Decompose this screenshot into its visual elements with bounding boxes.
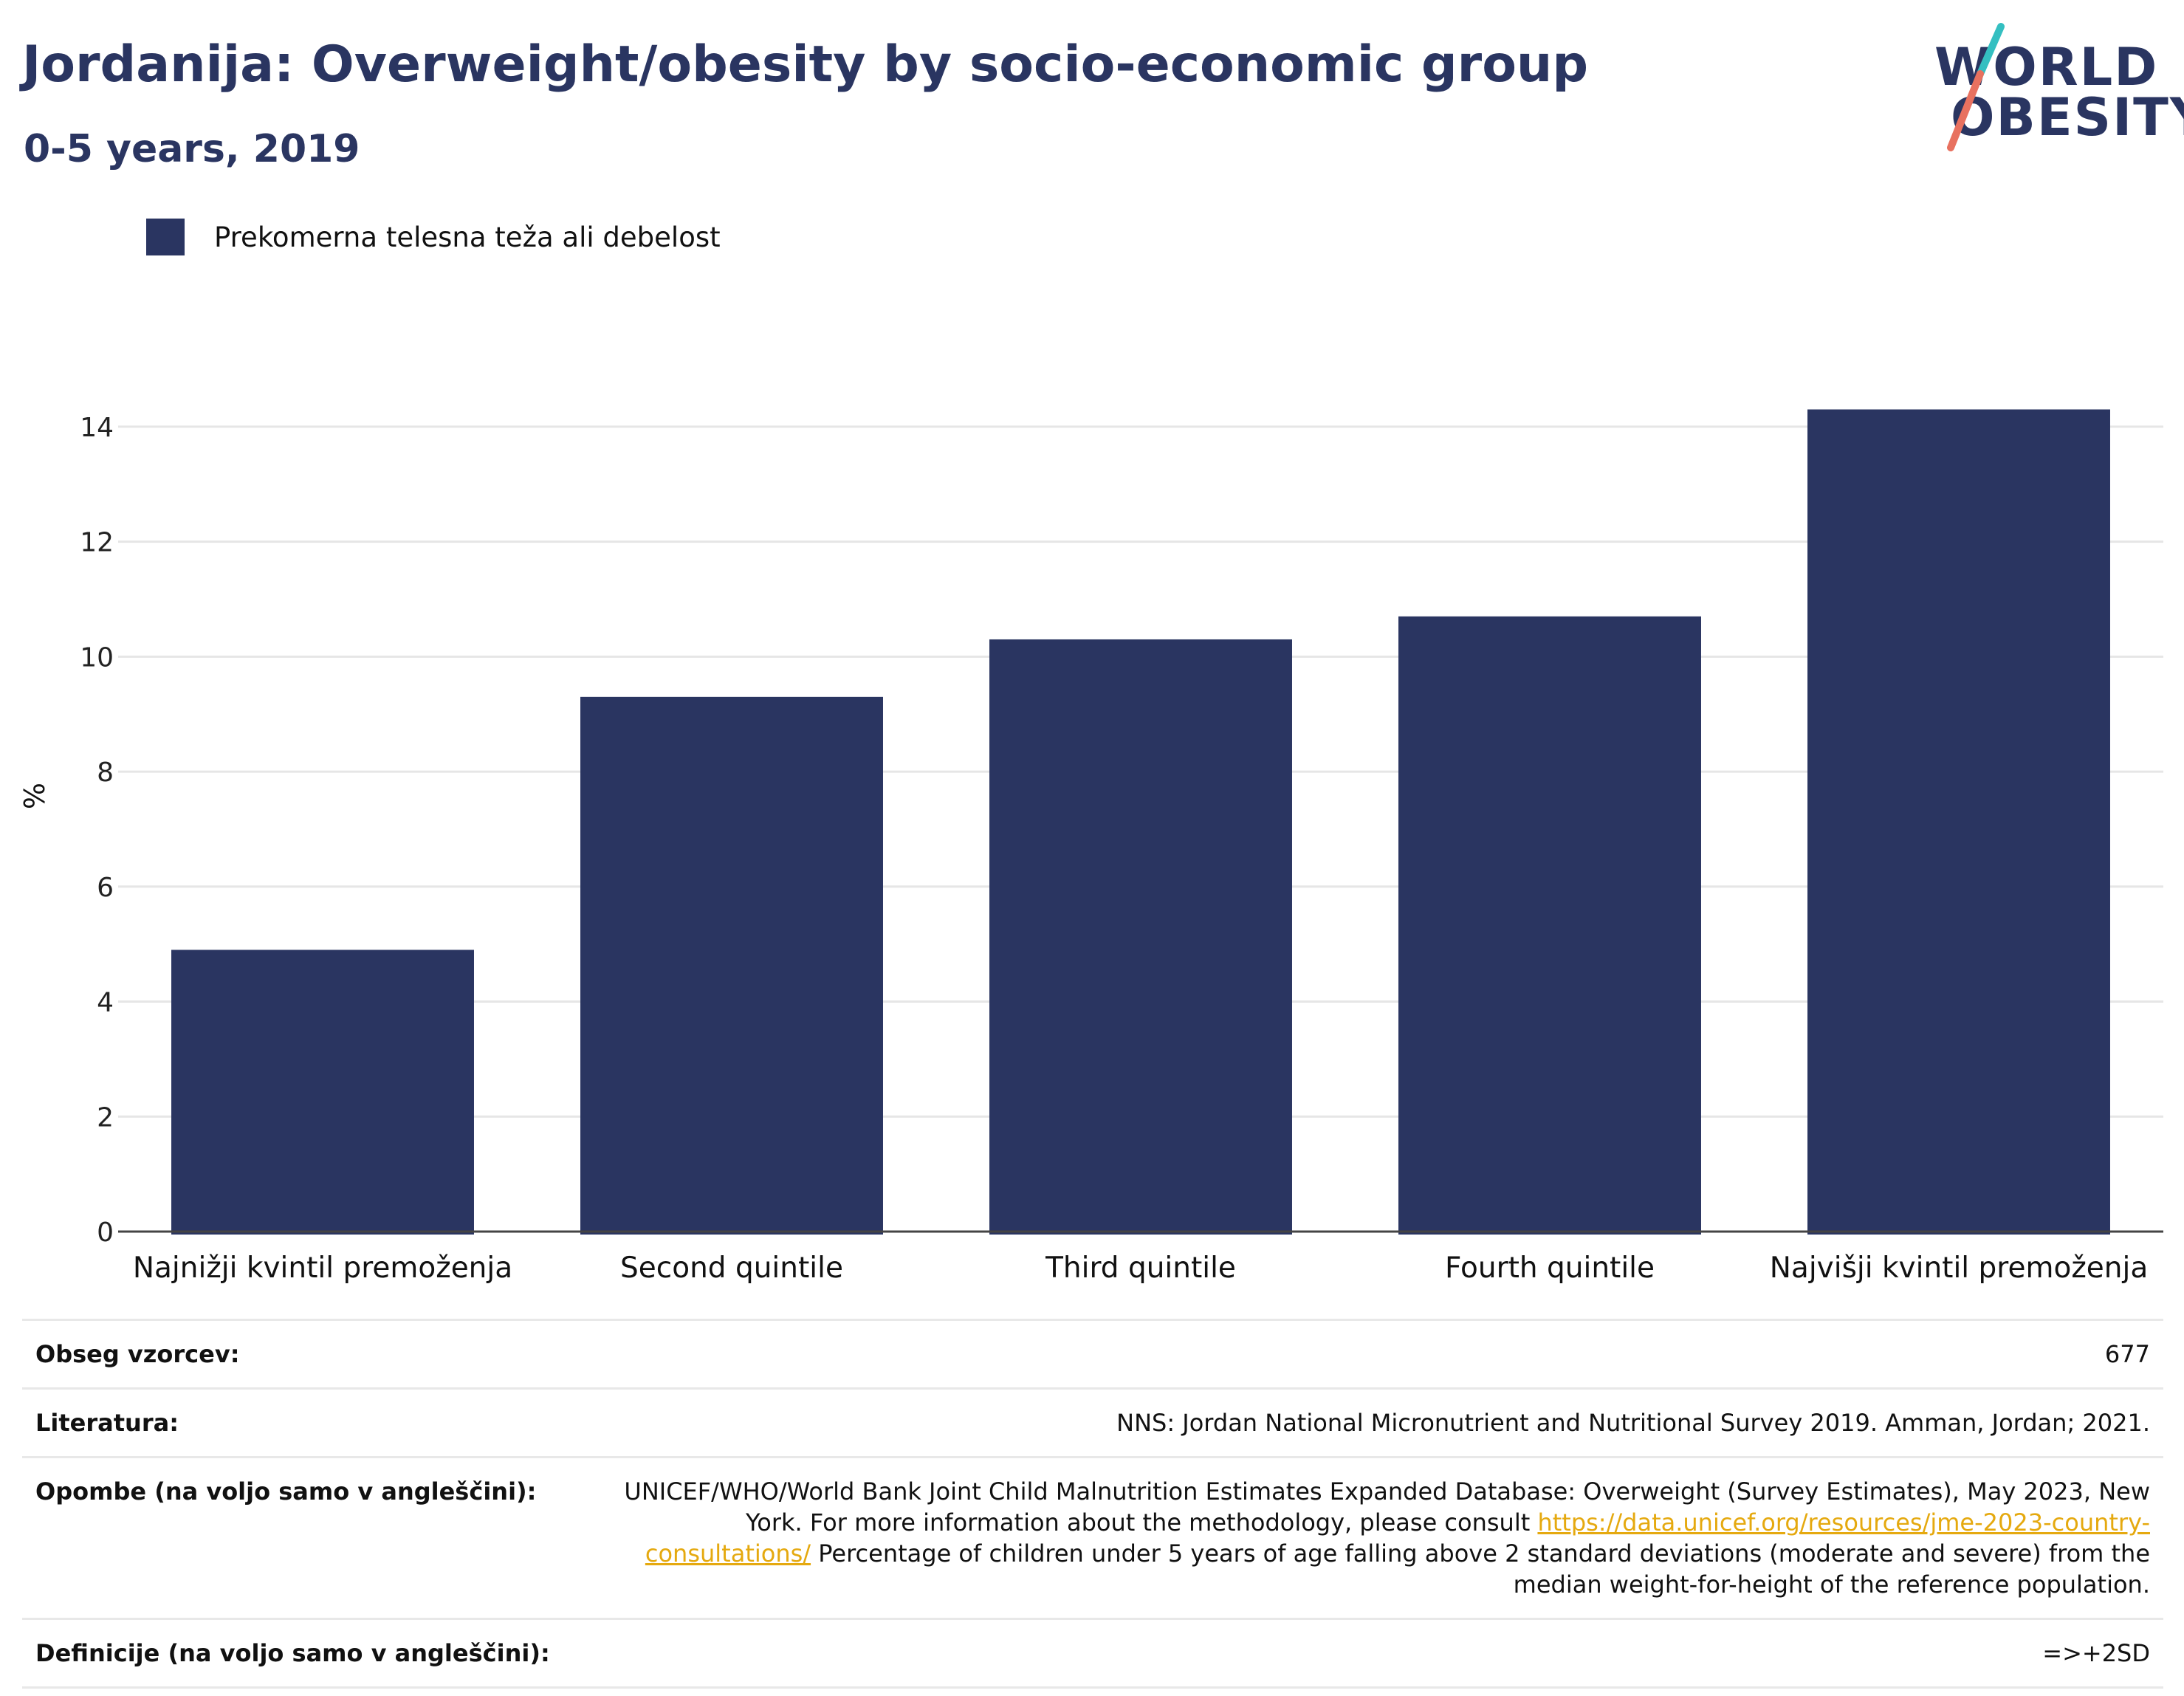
bar[interactable]: [989, 639, 1292, 1235]
chart-title: Jordanija: Overweight/obesity by socio-e…: [22, 35, 1589, 94]
notes-label: Opombe (na voljo samo v angleščini):: [35, 1477, 537, 1506]
x-tick-label: Najnižji kvintil premoženja: [133, 1252, 512, 1285]
definitions-value: =>+2SD: [2042, 1639, 2150, 1667]
x-tick-label: Fourth quintile: [1445, 1252, 1655, 1285]
y-axis-title: %: [18, 783, 51, 809]
legend-swatch: [146, 219, 185, 255]
bar-chart: 0 2 4 6 8 10 12 14 Najnižji kvintil premoženja S…: [18, 409, 2163, 1285]
notes-link[interactable]: https://data.unicef.org/resources/jme-20…: [645, 1508, 2150, 1568]
bars: [171, 409, 2110, 1235]
x-tick-label: Second quintile: [620, 1252, 843, 1285]
literature-value: NNS: Jordan National Micronutrient and N…: [1116, 1409, 2150, 1437]
legend-label: Prekomerna telesna teža ali debelost: [214, 221, 721, 253]
info-row-sample: Obseg vzorcev: 677: [22, 1319, 2163, 1387]
logo-text-line2: OBESITY: [1951, 87, 2184, 148]
world-obesity-logo: WORLD OBESITY: [1934, 22, 2184, 155]
sample-size-value: 677: [2104, 1340, 2150, 1368]
definitions-label: Definicije (na voljo samo v angleščini):: [35, 1639, 550, 1667]
info-row-notes: Opombe (na voljo samo v angleščini): UNI…: [22, 1456, 2163, 1618]
y-tick-label: 4: [97, 988, 114, 1018]
literature-label: Literatura:: [35, 1409, 179, 1437]
y-tick-label: 8: [97, 758, 114, 788]
x-axis-labels: Najnižji kvintil premoženja Second quinti…: [133, 1252, 2148, 1285]
y-axis-ticks: 0 2 4 6 8 10 12 14: [80, 413, 114, 1248]
y-tick-label: 2: [97, 1102, 114, 1133]
x-tick-label: Najvišji kvintil premoženja: [1770, 1252, 2148, 1285]
bar[interactable]: [1807, 409, 2110, 1235]
bar[interactable]: [171, 950, 474, 1235]
bar[interactable]: [1398, 616, 1701, 1235]
y-tick-label: 0: [97, 1218, 114, 1248]
chart-legend: Prekomerna telesna teža ali debelost: [146, 219, 721, 255]
notes-text-1: UNICEF/WHO/World Bank Joint Child Malnut…: [624, 1477, 2150, 1537]
sample-size-label: Obseg vzorcev:: [35, 1340, 240, 1368]
logo-text-line1: WORLD: [1934, 37, 2159, 97]
info-row-definitions: Definicije (na voljo samo v angleščini):…: [22, 1618, 2163, 1689]
chart-subtitle: 0-5 years, 2019: [24, 127, 360, 171]
bar[interactable]: [580, 696, 883, 1235]
notes-value: UNICEF/WHO/World Bank Joint Child Malnut…: [614, 1476, 2150, 1600]
y-tick-label: 12: [80, 528, 114, 558]
y-tick-label: 14: [80, 413, 114, 443]
info-table: Obseg vzorcev: 677 Literatura: NNS: Jord…: [22, 1319, 2163, 1689]
info-row-literature: Literatura: NNS: Jordan National Micronu…: [22, 1387, 2163, 1456]
logo-slash-icon: [1947, 23, 2005, 151]
x-tick-label: Third quintile: [1045, 1252, 1236, 1285]
y-tick-label: 6: [97, 873, 114, 903]
notes-text-2: Percentage of children under 5 years of …: [811, 1539, 2150, 1599]
y-tick-label: 10: [80, 642, 114, 673]
